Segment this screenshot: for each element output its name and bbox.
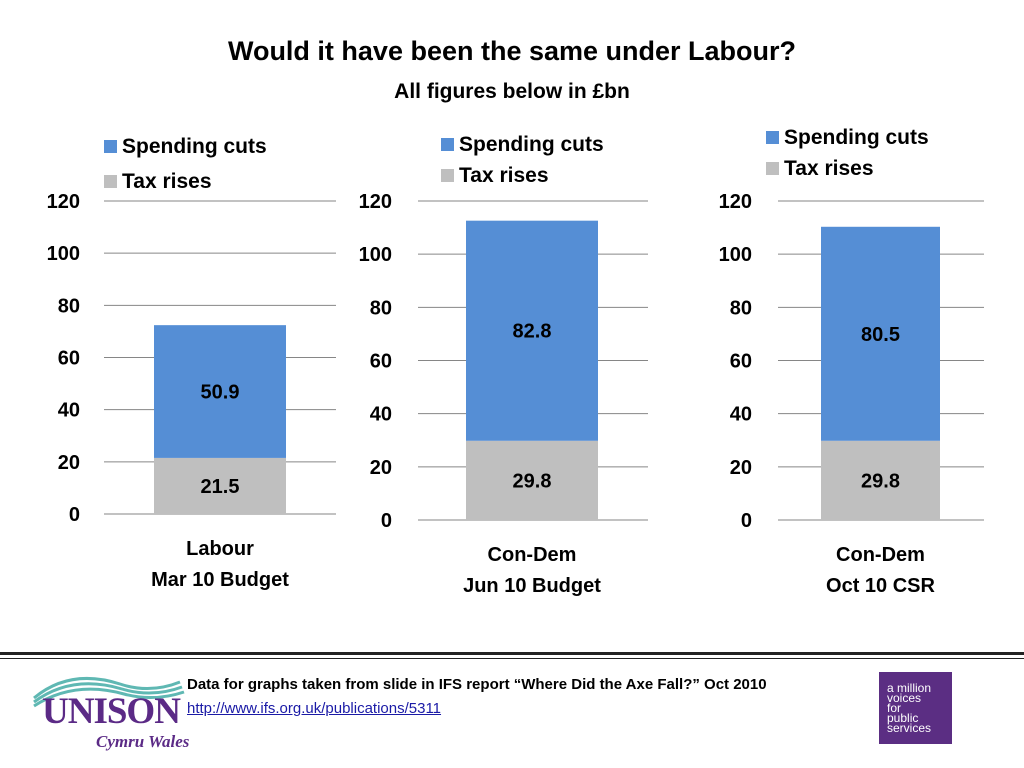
badge-line: for: [887, 701, 902, 715]
y-tick-label: 40: [58, 400, 80, 422]
legend-swatch: [441, 138, 454, 151]
y-tick-label: 80: [370, 297, 392, 319]
y-tick-label: 60: [370, 351, 392, 373]
page-subtitle: All figures below in £bn: [394, 80, 630, 103]
bar-segment-tax-rises: [154, 457, 286, 514]
bar-segment-spending-cuts: [821, 226, 940, 441]
y-tick-label: 80: [730, 297, 752, 319]
legend-label: Spending cuts: [459, 133, 604, 156]
footer-divider-thin: [0, 658, 1024, 659]
source-link[interactable]: http://www.ifs.org.uk/publications/5311: [187, 700, 442, 717]
legend-swatch: [104, 175, 117, 188]
wave-stripes-icon: [33, 677, 185, 708]
source-note: Data for graphs taken from slide in IFS …: [187, 676, 767, 693]
bar-segment-spending-cuts: [466, 220, 598, 441]
legend-swatch: [441, 169, 454, 182]
badge-line: services: [887, 721, 932, 735]
y-tick-label: 60: [58, 348, 80, 370]
y-tick-label: 20: [58, 452, 80, 474]
million-voices-badge: a million voices for public services: [879, 672, 952, 744]
unison-logo: UNISON Cymru Wales: [30, 668, 190, 756]
badge-line: a million: [887, 681, 932, 695]
bar-segment-tax-rises: [821, 440, 940, 520]
legend-label: Spending cuts: [784, 126, 929, 149]
logo-sub-text: Cymru Wales: [96, 732, 190, 751]
page-title: Would it have been the same under Labour…: [227, 36, 797, 66]
y-tick-label: 0: [381, 510, 392, 532]
y-tick-label: 20: [730, 457, 752, 479]
legend-label: Tax rises: [459, 164, 549, 187]
y-tick-label: 80: [58, 295, 80, 317]
y-tick-label: 100: [719, 244, 752, 266]
y-tick-label: 60: [730, 351, 752, 373]
data-label-spending-cuts: 50.9: [201, 382, 240, 404]
y-tick-label: 120: [359, 191, 392, 213]
y-tick-label: 100: [359, 244, 392, 266]
charts-area: 0 20 40 60 80 100 120 21.5 50.9 Spending cuts Tax …: [47, 126, 984, 597]
bar-segment-spending-cuts: [154, 325, 286, 458]
data-label-tax-rises: 29.8: [861, 470, 900, 492]
y-tick-label: 40: [730, 404, 752, 426]
y-tick-label: 20: [370, 457, 392, 479]
logo-main-text: UNISON: [42, 691, 181, 732]
y-tick-label: 100: [47, 243, 80, 265]
data-label-spending-cuts: 82.8: [513, 321, 552, 343]
data-label-spending-cuts: 80.5: [861, 324, 900, 346]
legend-label: Spending cuts: [122, 135, 267, 158]
x-category-label: Con-Dem: [836, 544, 925, 566]
y-tick-label: 0: [741, 510, 752, 532]
footer-divider-thick: [0, 652, 1024, 655]
y-tick-label: 40: [370, 404, 392, 426]
y-tick-label: 120: [719, 191, 752, 213]
legend-swatch: [766, 162, 779, 175]
legend-label: Tax rises: [122, 170, 212, 193]
x-category-label: Con-Dem: [488, 544, 577, 566]
data-label-tax-rises: 29.8: [513, 470, 552, 492]
badge-line: voices: [887, 691, 922, 705]
y-tick-label: 120: [47, 191, 80, 213]
y-tick-label: 0: [69, 504, 80, 526]
x-category-label: Labour: [186, 538, 254, 560]
legend-label: Tax rises: [784, 157, 874, 180]
legend-swatch: [766, 131, 779, 144]
x-category-label: Mar 10 Budget: [151, 569, 289, 591]
x-category-label: Oct 10 CSR: [826, 575, 935, 597]
bar-segment-tax-rises: [466, 440, 598, 520]
legend-swatch: [104, 140, 117, 153]
x-category-label: Jun 10 Budget: [463, 575, 601, 597]
badge-line: public: [887, 711, 919, 725]
data-label-tax-rises: 21.5: [201, 476, 240, 498]
